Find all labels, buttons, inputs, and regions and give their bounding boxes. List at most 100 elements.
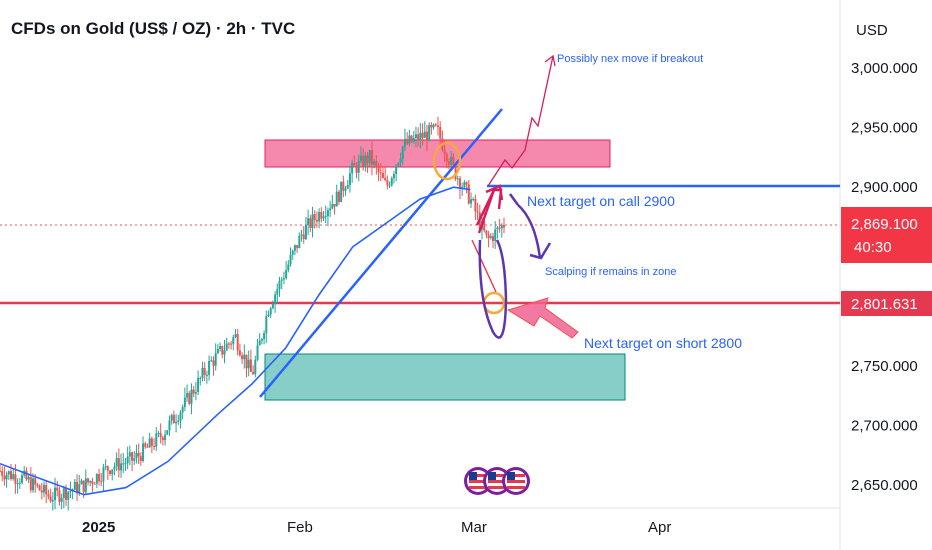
candle-up [5, 474, 8, 480]
candle-up [135, 453, 138, 459]
candle-down [139, 456, 142, 461]
candle-down [221, 346, 224, 355]
candle-up [428, 125, 431, 141]
trendline[interactable] [259, 108, 503, 398]
candle-up [197, 377, 200, 393]
candle-down [362, 155, 365, 168]
chart-title: CFDs on Gold (US$ / OZ) · 2h · TVC [11, 19, 295, 38]
candle-down [10, 471, 13, 479]
scalping-arrow-line [517, 204, 542, 259]
candle-down [106, 466, 109, 471]
candle-up [324, 216, 327, 218]
price-tick-label: 2,950.000 [851, 120, 918, 137]
candle-up [111, 469, 114, 475]
candle-up [254, 359, 257, 375]
candle-up [285, 270, 288, 279]
candle-up [168, 420, 171, 431]
price-tick-label: 2,700.000 [851, 418, 918, 435]
candle-up [219, 346, 222, 349]
bar-countdown: 40:30 [854, 239, 892, 256]
candle-down [144, 443, 147, 447]
candle-down [252, 371, 255, 375]
candle-up [271, 304, 274, 309]
candle-down [313, 214, 316, 220]
candle-down [333, 203, 336, 207]
time-label-mar: Mar [461, 519, 487, 536]
scalping-arrow-tail [508, 193, 520, 206]
candle-up [51, 500, 54, 502]
candle-down [474, 199, 477, 212]
breakout-arrow-head [544, 54, 556, 67]
candle-up [401, 146, 404, 159]
candle-up [181, 407, 184, 413]
candle-down [14, 474, 17, 484]
candle-up [210, 360, 213, 362]
candle-up [311, 214, 314, 229]
candle-up [67, 491, 70, 500]
candle-up [469, 199, 472, 204]
candle-up [190, 389, 193, 404]
candle-down [56, 487, 59, 491]
candle-up [69, 490, 72, 492]
candle-up [307, 218, 310, 226]
candle-down [487, 234, 490, 239]
candle-down [150, 438, 153, 446]
candle-down [436, 125, 439, 127]
scalping-arrow-head [529, 242, 552, 260]
candle-down [47, 494, 50, 497]
candle-down [212, 360, 215, 366]
candle-up [280, 279, 283, 281]
candle-up [102, 467, 105, 482]
call-arrow-shaft [477, 189, 496, 234]
candle-down [3, 475, 6, 480]
time-label-apr: Apr [648, 519, 671, 536]
candle-down [447, 161, 450, 165]
candle-up [18, 482, 21, 484]
candle-up [335, 191, 338, 207]
candle-down [476, 211, 479, 213]
candle-down [82, 480, 85, 493]
candle-up [267, 314, 270, 317]
short-path-line [471, 239, 497, 293]
candle-down [302, 234, 305, 240]
us-flag-icon[interactable] [502, 467, 530, 495]
candle-up [318, 212, 321, 222]
candle-up [216, 348, 219, 354]
candle-up [201, 368, 204, 378]
candle-up [390, 178, 393, 186]
candle-down [425, 131, 428, 141]
candle-down [203, 368, 206, 375]
candle-down [375, 161, 378, 166]
candle-down [503, 225, 505, 228]
candle-up [205, 374, 208, 376]
candle-down [370, 150, 373, 165]
event-flags[interactable] [464, 467, 530, 495]
candle-up [120, 463, 123, 471]
candle-down [192, 389, 195, 394]
resistance-zone[interactable] [264, 139, 611, 168]
candle-up [408, 135, 411, 144]
candles-group [0, 116, 505, 511]
moving-average-line [0, 186, 471, 496]
candle-up [432, 124, 435, 128]
support-zone[interactable] [264, 353, 626, 401]
candle-down [353, 162, 356, 166]
candle-down [315, 219, 318, 222]
candle-up [496, 227, 499, 230]
candle-up [124, 463, 127, 465]
candle-up [133, 458, 136, 461]
candle-down [443, 149, 446, 155]
candle-up [423, 131, 426, 138]
candle-up [373, 161, 376, 165]
candle-down [366, 155, 369, 164]
candle-up [346, 185, 349, 189]
candle-up [214, 353, 217, 366]
annotation-short-target: Next target on short 2800 [584, 335, 742, 351]
level-price-tag [841, 291, 932, 316]
candle-up [183, 397, 186, 408]
candle-down [439, 126, 442, 139]
price-scale[interactable]: 3,000.0002,950.0002,900.0002,800.0002,75… [851, 60, 918, 494]
resistance-break-circle [432, 141, 462, 181]
candle-down [172, 414, 175, 424]
